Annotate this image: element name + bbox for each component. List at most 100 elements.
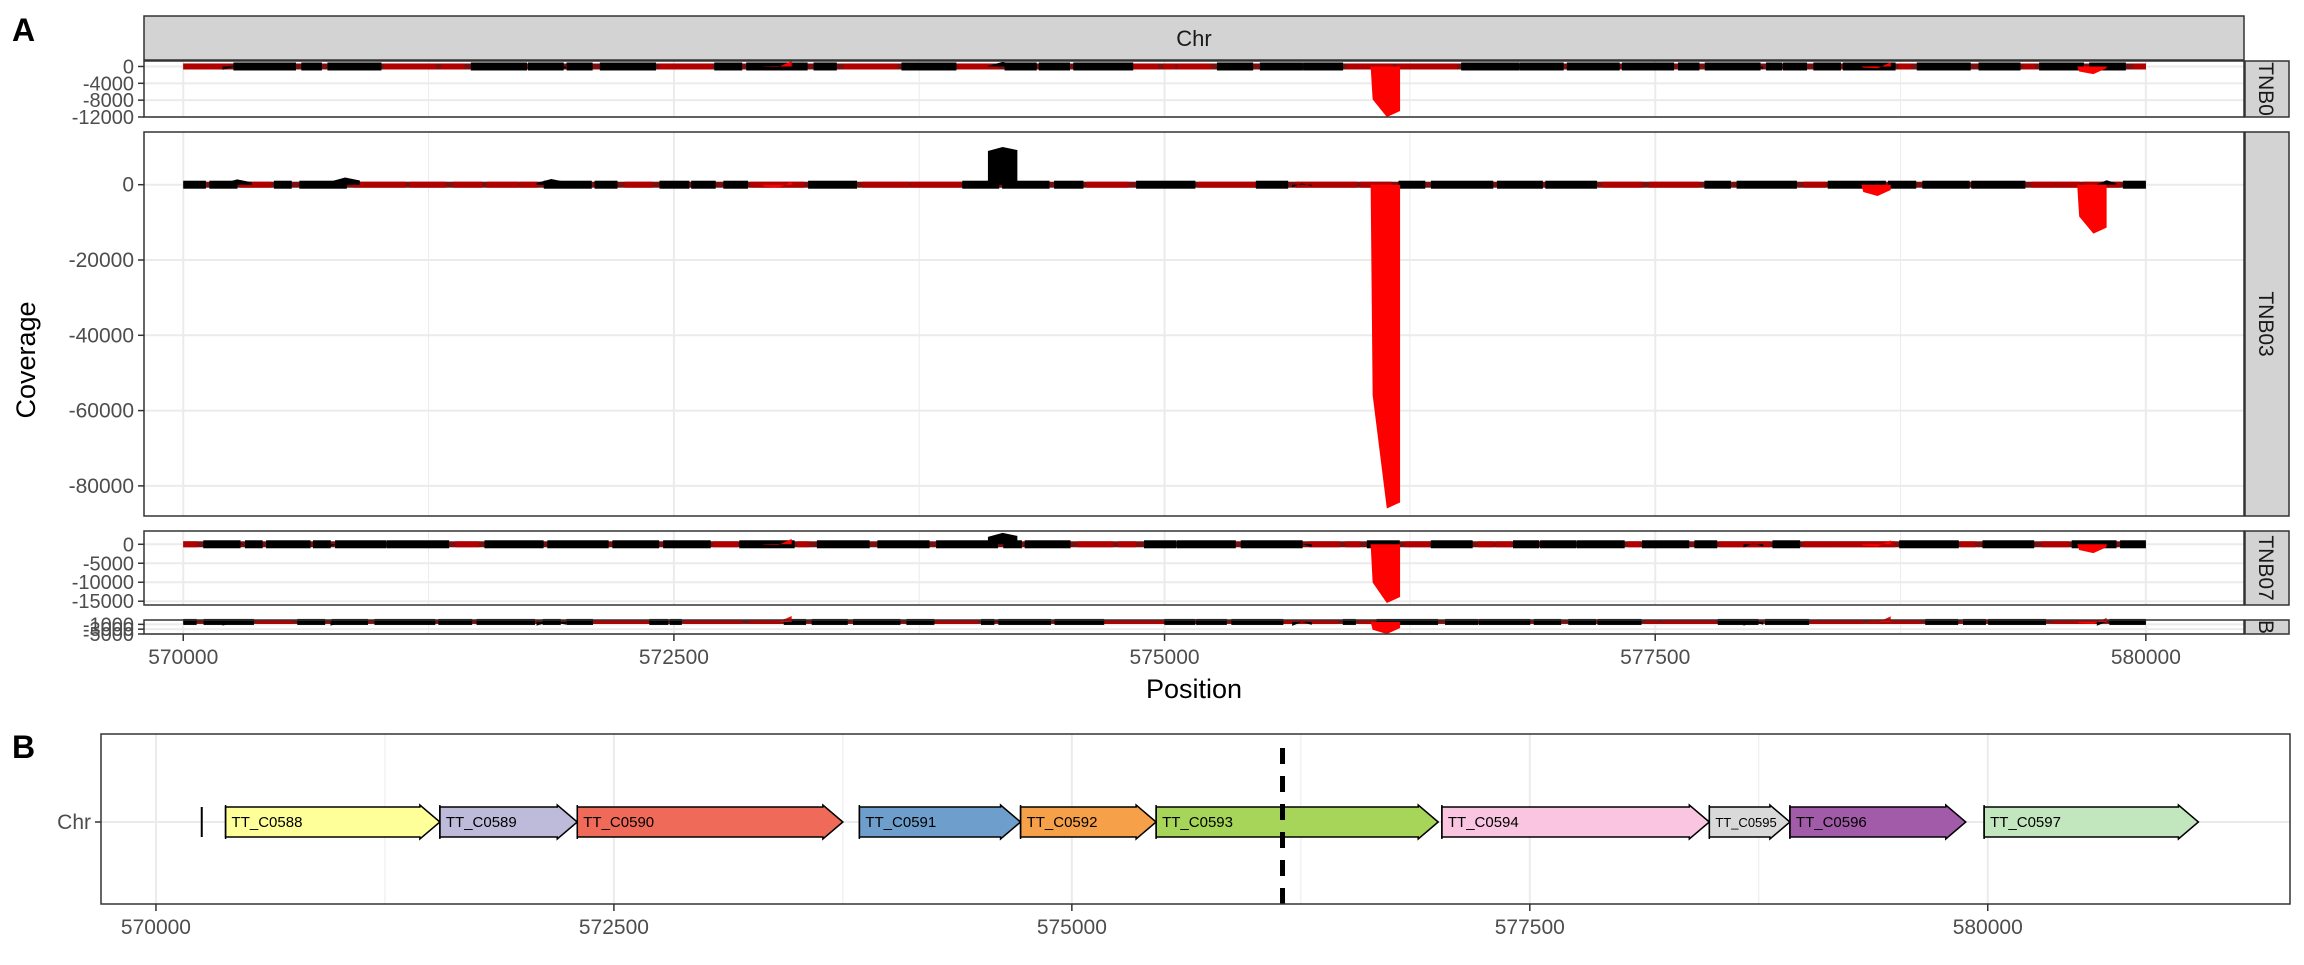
minus-strand-segment (256, 619, 294, 624)
minus-strand-segment (1133, 63, 1159, 70)
gene-arrow (1789, 803, 1967, 841)
plus-strand-segment (476, 618, 536, 625)
minus-strand-segment (353, 181, 406, 188)
plus-strand-segment (1813, 62, 1841, 71)
minus-strand-segment (1477, 541, 1494, 548)
gene-label: TT_C0588 (232, 814, 303, 831)
plus-strand-segment (746, 62, 808, 71)
x-tick-label: 577500 (1620, 646, 1690, 669)
minus-strand-segment (409, 181, 446, 188)
minus-strand-segment (624, 181, 653, 188)
plus-coverage-peak (1292, 66, 1312, 71)
y-tick-label: -40000 (69, 324, 134, 347)
plus-strand-segment (470, 62, 528, 71)
plus-strand-segment (1398, 180, 1426, 189)
y-axis-title: Coverage (11, 301, 41, 418)
plus-strand-segment (723, 180, 749, 189)
plus-strand-segment (1216, 62, 1254, 71)
minus-strand-segment (712, 541, 739, 548)
plus-strand-segment (2120, 540, 2146, 549)
y-tick-label: 0 (123, 56, 134, 78)
x-tick-label: 575000 (1130, 646, 1200, 669)
plus-coverage-peak (1743, 543, 1764, 548)
coverage-x-ticks: 570000 572500 575000 577500 580000 (148, 634, 2181, 669)
plus-strand-segment (1641, 540, 1690, 549)
plus-strand-segment (1164, 618, 1196, 625)
minus-coverage-peak (1861, 540, 1891, 547)
gene-arrow (439, 803, 579, 841)
plus-strand-segment (2122, 180, 2146, 189)
minus-strand-segment (1868, 619, 1921, 624)
minus-strand-segment (594, 619, 649, 624)
minus-strand-segment (1601, 181, 1643, 188)
minus-strand-segment (455, 541, 480, 548)
plus-strand-segment (183, 618, 197, 625)
minus-coverage-peak (2077, 617, 2107, 624)
plus-strand-segment (936, 540, 999, 549)
plus-strand-segment (783, 618, 807, 625)
plus-strand-segment (1922, 180, 1970, 189)
coverage-frames (143, 60, 2245, 635)
plus-coverage-peak (330, 621, 360, 626)
gene-row-label: Chr (57, 811, 91, 834)
minus-coverage-peak (1861, 616, 1891, 623)
plus-coverage-peak (330, 542, 360, 547)
minus-strand-segment (1404, 541, 1431, 548)
x-axis-title: Position (1146, 674, 1242, 704)
minus-strand-segment (1118, 541, 1137, 548)
y-tick-label: -1000 (83, 614, 134, 636)
y-tick-label: -4000 (83, 73, 134, 95)
x-tick-label: 570000 (148, 646, 218, 669)
plus-coverage-peak (1292, 621, 1312, 626)
plus-coverage-peak (987, 61, 1018, 67)
minus-strand-segment (1345, 541, 1361, 548)
plus-strand-segment (386, 540, 450, 549)
minus-strand-segment (1295, 181, 1358, 188)
plus-strand-segment (1765, 62, 1783, 71)
y-tick-label: -5000 (83, 624, 134, 646)
minus-strand-segment (452, 181, 483, 188)
plus-strand-segment (1533, 618, 1562, 625)
plus-strand-segment (1916, 62, 1971, 71)
facet-background (144, 132, 2244, 516)
plus-coverage-peak (222, 542, 252, 547)
gene-arrow (224, 803, 442, 841)
minus-strand-segment (384, 63, 437, 70)
y-tick-label: -3000 (83, 619, 134, 641)
plus-strand-segment (1231, 618, 1284, 625)
gene-label: TT_C0592 (1027, 814, 1098, 831)
plus-strand-segment (1255, 180, 1289, 189)
row-strip-label: TNB03 (2254, 291, 2277, 356)
plus-strand-segment (1376, 618, 1439, 625)
plus-strand-segment (273, 180, 292, 189)
plus-strand-segment (1704, 180, 1731, 189)
minus-strand-segment (1898, 63, 1912, 70)
minus-coverage-peak (1370, 66, 1401, 117)
row-strip (2244, 619, 2290, 635)
minus-coverage-peak (762, 181, 792, 188)
plus-strand-segment (438, 618, 473, 625)
plus-strand-segment (1988, 618, 2047, 625)
plus-strand-segment (1519, 62, 1564, 71)
minus-strand-segment (935, 619, 978, 624)
gene-arrow (1019, 803, 1158, 841)
y-tick-label: -10000 (72, 572, 134, 594)
facet-border (143, 60, 2245, 118)
panel-label-a: A (12, 12, 35, 48)
plus-strand-segment (543, 180, 592, 189)
plus-strand-segment (612, 540, 660, 549)
minus-strand-segment (1077, 541, 1114, 548)
minus-strand-segment (957, 63, 1000, 70)
plus-strand-segment (244, 540, 263, 549)
gene-label: TT_C0591 (865, 814, 936, 831)
plus-strand-segment (1136, 180, 1196, 189)
plus-coverage-peak (330, 177, 360, 185)
plus-strand-segment (1054, 180, 1084, 189)
gene-label: TT_C0595 (1715, 815, 1776, 830)
plus-strand-segment (1566, 62, 1620, 71)
plus-strand-segment (813, 62, 837, 71)
minus-strand-segment (1198, 181, 1256, 188)
minus-strand-segment (2133, 63, 2146, 70)
plus-coverage-peak (1743, 66, 1764, 71)
